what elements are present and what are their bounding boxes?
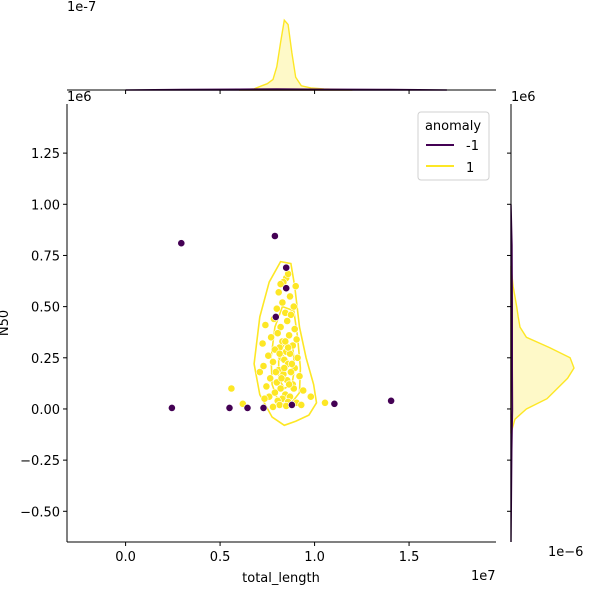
scatter-point [280, 364, 289, 372]
scatter-point [275, 400, 284, 409]
scatter-point [275, 349, 284, 358]
scatter-point [295, 372, 304, 381]
scatter-point [285, 331, 293, 340]
scatter-point [287, 400, 296, 409]
scatter-point [269, 357, 277, 366]
scatter-point [260, 394, 269, 403]
scatter-point [272, 304, 281, 313]
scatter-point [243, 403, 252, 412]
legend: anomaly -1 1 [417, 111, 490, 181]
scatter-point [276, 384, 285, 393]
scatter-point [387, 396, 395, 405]
y-tick-label: 1.00 [31, 198, 60, 213]
scatter-point [292, 335, 301, 344]
scatter-point [270, 232, 279, 240]
scatter-point [271, 312, 280, 321]
x-tick-label: 1.5 [399, 550, 420, 565]
right-marginal-plot: 1e6 1e−6 [507, 90, 583, 560]
scatter-point [283, 317, 292, 325]
top-marginal-plot: 1e-7 [67, 0, 496, 94]
scatter-point [297, 400, 306, 409]
y-axis-label: N50 [0, 310, 12, 336]
scatter-point [167, 403, 176, 412]
scatter-point [286, 292, 294, 301]
scatter-point [277, 374, 286, 383]
scatter-point [255, 368, 264, 376]
right-marginal-density-normal [510, 265, 575, 434]
main-axes [66, 104, 496, 543]
scatter-point [289, 302, 298, 311]
scatter-point [262, 382, 271, 391]
scatter-point [299, 386, 308, 395]
scatter-point [177, 239, 186, 248]
scatter-point [274, 288, 283, 297]
scatter-point [269, 402, 277, 411]
legend-title: anomaly [425, 119, 481, 134]
scatter-point [259, 362, 268, 370]
x-tick-label: 1.0 [304, 550, 325, 565]
x-axis-offset-text: 1e7 [471, 569, 496, 584]
scatter-point [287, 359, 296, 368]
right-marginal-x-offset-text: 1e−6 [548, 545, 583, 560]
x-tick-label: 0.5 [210, 550, 231, 565]
scatter-point [282, 263, 291, 272]
y-tick-label: 0.25 [31, 352, 60, 367]
scatter-point [276, 280, 285, 288]
scatter-point [271, 368, 280, 376]
x-axis-label: total_length [242, 571, 320, 586]
scatter-point [264, 351, 273, 360]
x-ticks: 0.0 0.5 1.0 1.5 [115, 542, 419, 565]
top-marginal-density-normal [238, 18, 353, 91]
y-tick-label: 1.25 [31, 147, 60, 162]
scatter-point [259, 403, 268, 412]
scatter-point [293, 353, 302, 362]
scatter-point [286, 310, 295, 319]
scatter-point [273, 329, 282, 338]
legend-label-1: 1 [466, 161, 474, 176]
scatter-point [281, 337, 290, 346]
scatter-point [258, 339, 267, 348]
scatter-point [261, 321, 270, 329]
scatter-point [266, 374, 275, 383]
y-tick-label: 0.00 [31, 403, 60, 418]
right-marginal-offset-text: 1e6 [511, 90, 536, 105]
scatter-point [225, 403, 234, 412]
y-tick-label: −0.50 [20, 505, 60, 520]
y-tick-label: 0.50 [31, 301, 60, 316]
y-ticks: −0.50 −0.25 0.00 0.25 0.50 0.75 1.00 1.25 [20, 147, 67, 520]
x-tick-label: 0.0 [115, 550, 136, 565]
legend-label-neg1: -1 [466, 139, 479, 154]
scatter-point [285, 380, 293, 389]
scatter-point [270, 388, 279, 397]
scatter-point [306, 392, 315, 401]
scatter-point [291, 282, 300, 291]
scatter-point [286, 368, 295, 376]
y-tick-label: 0.75 [31, 249, 60, 264]
top-marginal-offset-text: 1e-7 [67, 0, 96, 15]
scatter-point [267, 333, 275, 342]
scatter-points [167, 232, 395, 412]
scatter-point [321, 398, 329, 407]
scatter-point [227, 384, 236, 393]
scatter-point [290, 325, 299, 333]
scatter-point [330, 399, 339, 408]
scatter-point [278, 298, 287, 307]
y-axis-offset-text: 1e6 [67, 90, 92, 105]
scatter-point [282, 284, 291, 293]
y-tick-label: −0.25 [20, 454, 60, 469]
